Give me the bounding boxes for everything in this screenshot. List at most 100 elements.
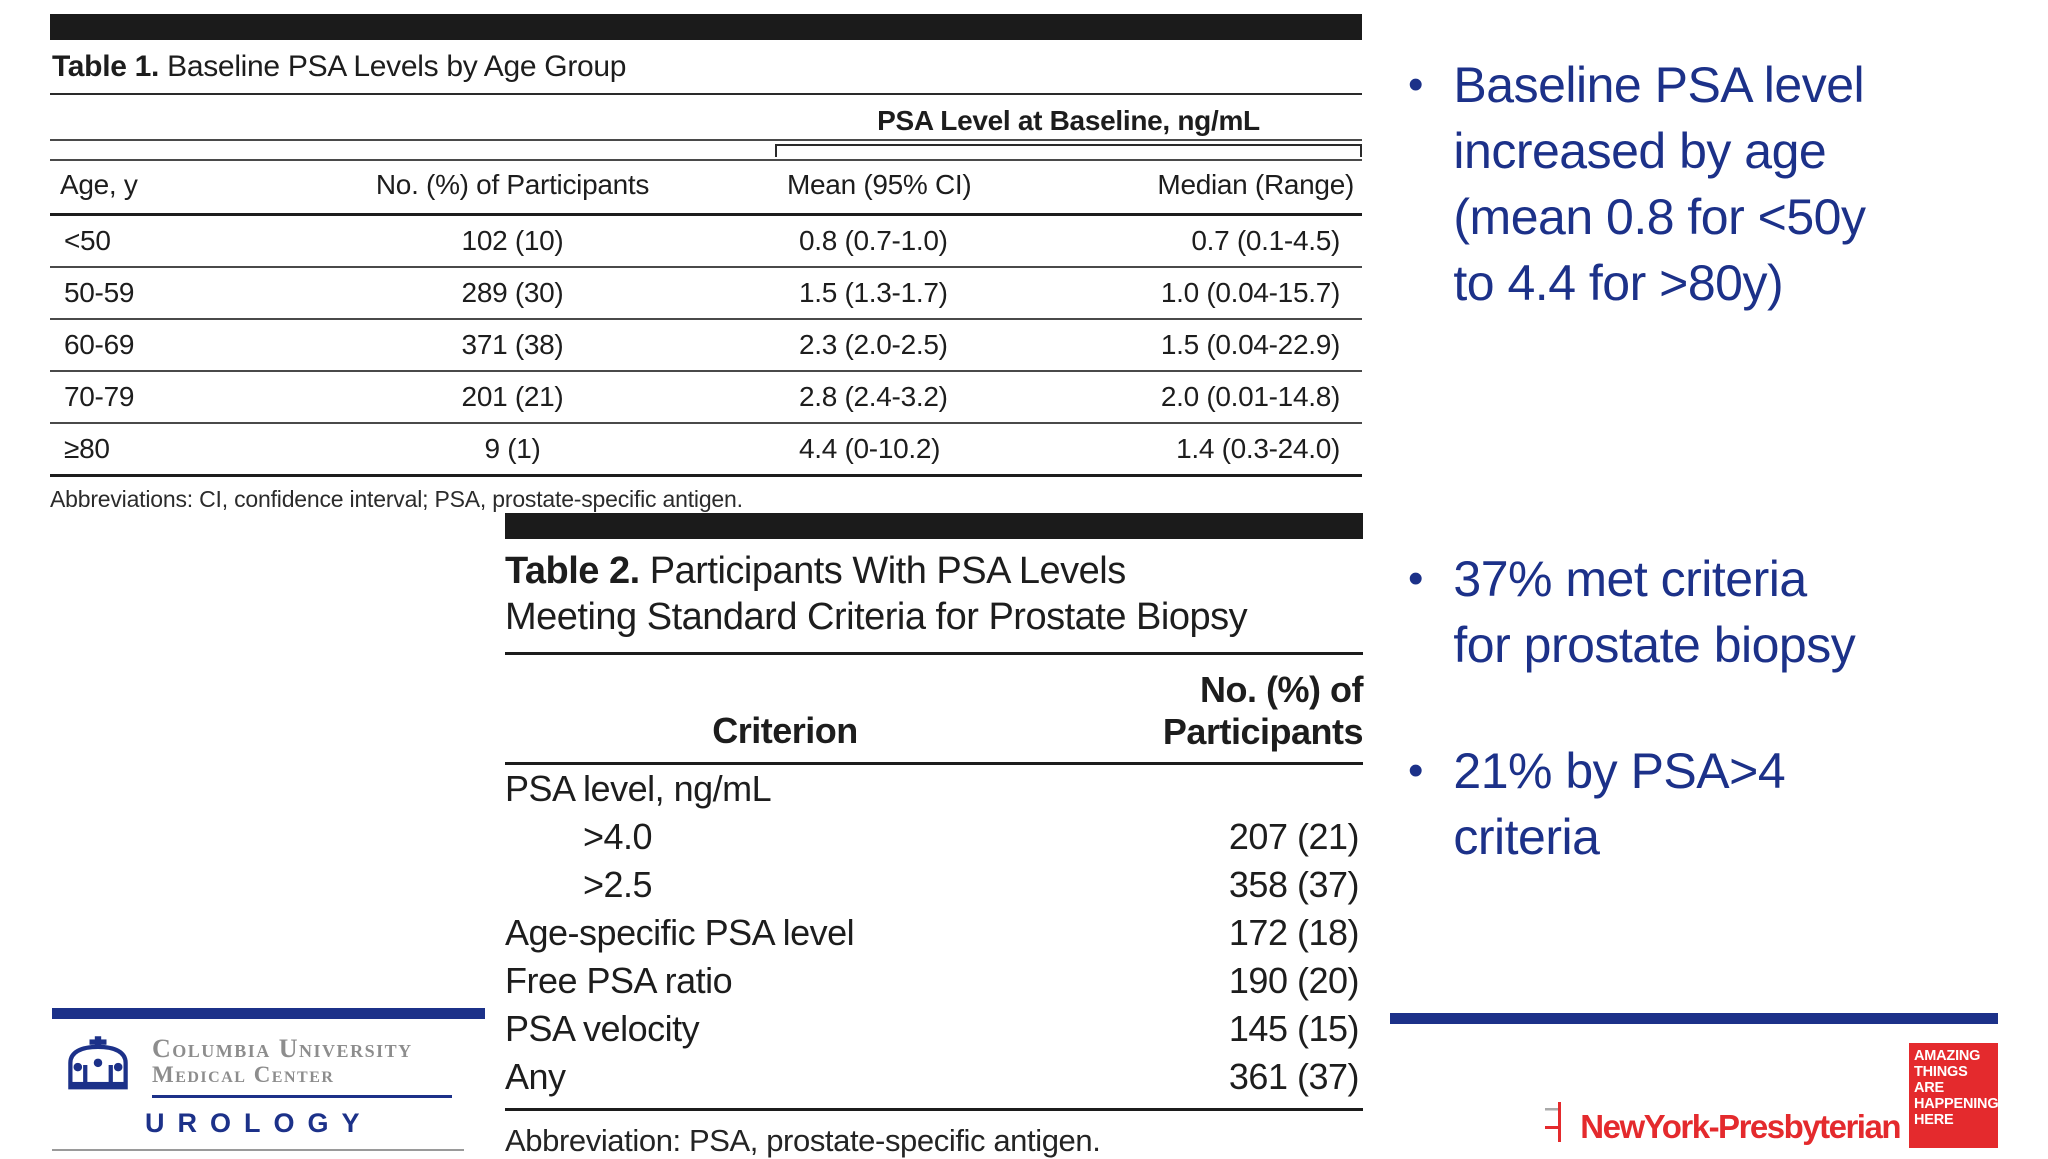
table-cell: >2.5 — [583, 863, 653, 905]
table-cell: >4.0 — [583, 815, 653, 857]
bullet-item: • Baseline PSA level increased by age (m… — [1408, 52, 1993, 316]
table-cell: 102 (10) — [250, 214, 775, 268]
table-cell: 4.4 (0-10.2) — [775, 423, 1075, 477]
footer-left-bar — [52, 1008, 485, 1019]
bullet-item: • 21% by PSA>4 criteria — [1408, 738, 1993, 870]
table-1-grid: PSA Level at Baseline, ng/mL Age, y No. … — [50, 95, 1362, 477]
table-cell: 70-79 — [50, 371, 250, 424]
table-row: PSA level, ng/mL — [505, 763, 1363, 813]
column-header-mean: Mean (95% CI) — [775, 160, 1075, 216]
table-cell: 361 (37) — [1065, 1052, 1363, 1111]
table-cell: 2.3 (2.0-2.5) — [775, 319, 1075, 372]
table-2-title: Table 2. Participants With PSA Levels Mee… — [505, 539, 1363, 656]
table-1-bracket-row — [50, 140, 1362, 161]
table-row: 60-69 371 (38) 2.3 (2.0-2.5) 1.5 (0.04-2… — [50, 319, 1362, 372]
table-1-span-header-row: PSA Level at Baseline, ng/mL — [50, 95, 1362, 141]
bullet-dot-icon: • — [1408, 60, 1424, 109]
table-2: Table 2. Participants With PSA Levels Mee… — [505, 513, 1364, 1159]
table-cell: 145 (15) — [1228, 1007, 1360, 1049]
table-cell: 2.8 (2.4-3.2) — [775, 371, 1075, 424]
table-row: >2.5 358 (37) — [505, 861, 1363, 909]
column-header-criterion: Criterion — [505, 655, 1065, 765]
bullet-line: to 4.4 for >80y) — [1453, 255, 1784, 311]
table-1-footnote: Abbreviations: CI, confidence interval; … — [50, 486, 743, 512]
columbia-underline — [52, 1148, 464, 1151]
table-cell: 1.4 (0.3-24.0) — [1075, 423, 1362, 477]
table-1: Table 1. Baseline PSA Levels by Age Grou… — [50, 14, 1362, 513]
column-header-age: Age, y — [50, 160, 250, 216]
column-header-no-line2: Participants — [1162, 710, 1364, 752]
tagline-line: THINGS — [1914, 1063, 1968, 1080]
table-row: Free PSA ratio 190 (20) — [505, 957, 1363, 1005]
column-header-no-participants: No. (%) of Participants — [1065, 655, 1364, 765]
table-cell: 50-59 — [50, 267, 250, 320]
table-cell: 207 (21) — [1228, 815, 1360, 857]
tagline-line: ARE — [1914, 1079, 1945, 1096]
table-2-top-bar — [505, 513, 1363, 539]
table-cell: 0.8 (0.7-1.0) — [775, 214, 1075, 268]
table-row: >4.0 207 (21) — [505, 813, 1363, 861]
table-row: 70-79 201 (21) 2.8 (2.4-3.2) 2.0 (0.01-1… — [50, 371, 1362, 424]
table-1-header-row: Age, y No. (%) of Participants Mean (95%… — [50, 160, 1362, 216]
bullet-text: Baseline PSA level increased by age (mea… — [1453, 52, 1993, 316]
table-cell: 9 (1) — [250, 423, 775, 477]
table-2-title-number: Table 2. — [505, 550, 640, 592]
column-header-participants: No. (%) of Participants — [250, 160, 775, 216]
bullet-line: (mean 0.8 for <50y — [1453, 189, 1866, 245]
bullet-dot-icon: • — [1408, 746, 1424, 795]
bullet-item: • 37% met criteria for prostate biopsy — [1408, 546, 1993, 678]
bullet-line: increased by age — [1453, 123, 1827, 179]
table-cell: 1.0 (0.04-15.7) — [1075, 267, 1362, 320]
column-bracket — [775, 143, 1362, 157]
table-2-title-text-line1: Participants With PSA Levels — [649, 550, 1127, 592]
table-cell: 190 (20) — [1228, 959, 1360, 1001]
table-row: Any 361 (37) — [505, 1052, 1363, 1111]
table-row: <50 102 (10) 0.8 (0.7-1.0) 0.7 (0.1-4.5) — [50, 214, 1362, 268]
tagline-line: HERE — [1914, 1111, 1954, 1128]
bullet-line: criteria — [1453, 809, 1600, 865]
tagline-line: HAPPENING — [1914, 1095, 1999, 1112]
column-header-median: Median (Range) — [1075, 160, 1362, 216]
urology-label: UROLOGY — [145, 1107, 373, 1138]
table-row: PSA velocity 145 (15) — [505, 1005, 1363, 1053]
table-1-top-bar — [50, 14, 1362, 40]
table-cell: 371 (38) — [250, 319, 775, 372]
table-2-title-text-line2: Meeting Standard Criteria for Prostate B… — [505, 595, 1248, 638]
table-cell: Age-specific PSA level — [505, 911, 855, 953]
nyp-wordmark: NewYork-Presbyterian — [1580, 1108, 1901, 1145]
table-cell: 289 (30) — [250, 267, 775, 320]
table-1-title-text: Baseline PSA Levels by Age Group — [167, 50, 627, 83]
table-cell: 358 (37) — [1228, 863, 1360, 905]
bullet-line: for prostate biopsy — [1453, 617, 1856, 673]
bullet-line: Baseline PSA level — [1453, 57, 1865, 113]
table-1-title: Table 1. Baseline PSA Levels by Age Grou… — [50, 40, 1362, 95]
tagline-line: AMAZING — [1914, 1048, 1981, 1064]
table-cell: 1.5 (1.3-1.7) — [775, 267, 1075, 320]
bullet-text: 21% by PSA>4 criteria — [1453, 738, 1993, 870]
columbia-university-name: Columbia University — [152, 1034, 413, 1063]
nyp-mark-icon — [1545, 1102, 1562, 1142]
columbia-logo: Columbia University Medical Center UROLO… — [52, 1008, 485, 1151]
table-2-grid: Criterion No. (%) of Participants PSA lev… — [505, 655, 1364, 1111]
table-cell: Free PSA ratio — [505, 959, 733, 1001]
table-1-span-header: PSA Level at Baseline, ng/mL — [775, 95, 1362, 141]
bullet-line: 37% met criteria — [1453, 551, 1807, 607]
table-cell: ≥80 — [50, 423, 250, 477]
table-row: Age-specific PSA level 172 (18) — [505, 909, 1363, 957]
table-row: 50-59 289 (30) 1.5 (1.3-1.7) 1.0 (0.04-1… — [50, 267, 1362, 320]
table-cell: Any — [505, 1052, 1065, 1111]
table-cell: 172 (18) — [1228, 911, 1360, 953]
column-header-no-line1: No. (%) of — [1200, 669, 1363, 711]
bullet-dot-icon: • — [1408, 554, 1424, 603]
columbia-wordmark: Columbia University Medical Center — [152, 1035, 452, 1098]
bullet-line: 21% by PSA>4 — [1453, 743, 1786, 799]
nyp-logo: NewYork-Presbyterian AMAZING THINGS ARE … — [1390, 1013, 1999, 1148]
table-cell: <50 — [50, 214, 250, 268]
table-cell: PSA level, ng/mL — [505, 767, 772, 809]
table-1-title-number: Table 1. — [52, 50, 160, 83]
bullet-text: 37% met criteria for prostate biopsy — [1453, 546, 1993, 678]
table-cell: 201 (21) — [250, 371, 775, 424]
table-cell: 60-69 — [50, 319, 250, 372]
nyp-tagline-box: AMAZING THINGS ARE HAPPENING HERE — [1909, 1043, 1999, 1148]
table-2-header-row: Criterion No. (%) of Participants — [505, 655, 1364, 765]
